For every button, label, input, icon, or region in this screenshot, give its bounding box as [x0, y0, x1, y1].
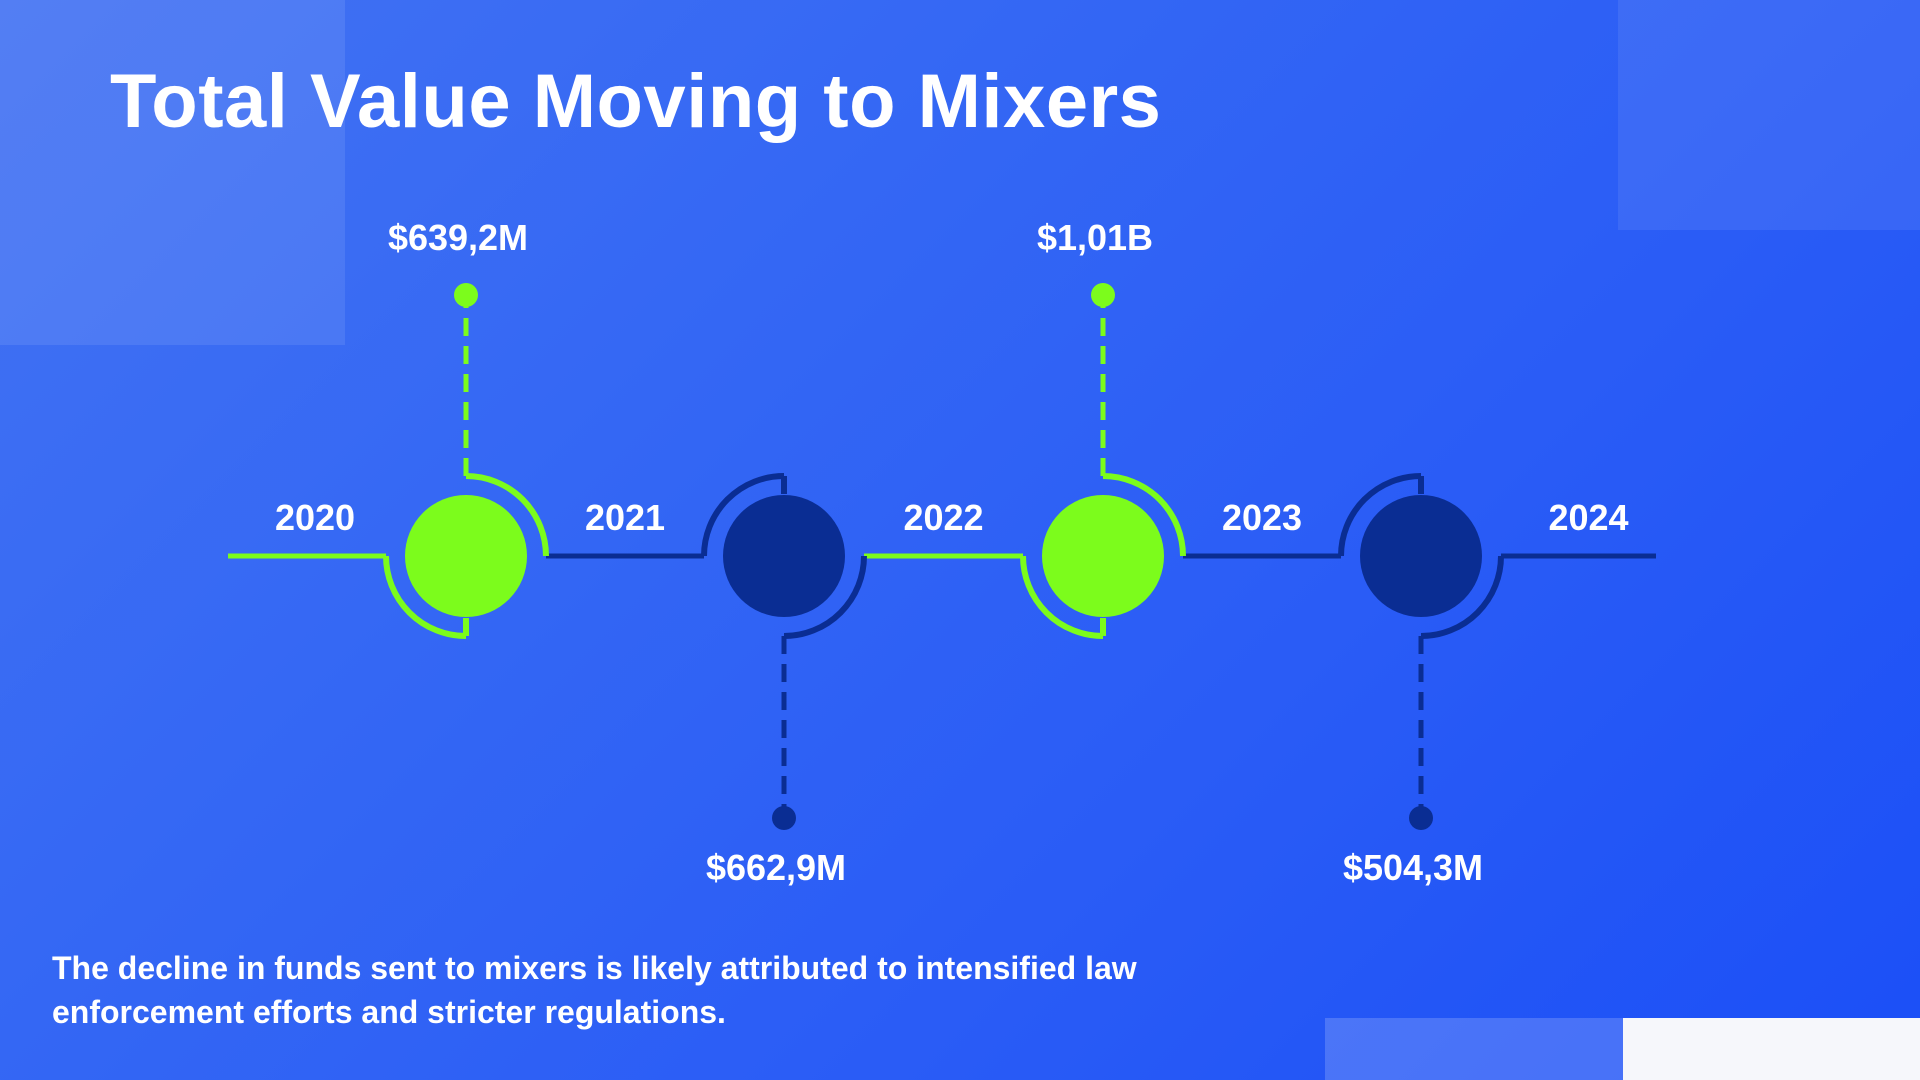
timeline-bracket-1 [383, 473, 549, 639]
timeline-stem-dot-2 [772, 806, 796, 830]
timeline-bracket-4 [1338, 473, 1504, 639]
timeline-node-4 [1360, 495, 1482, 617]
background-panel-top-right [1618, 0, 1920, 230]
timeline-stem-dot-1 [454, 283, 478, 307]
background-panel-bottom-right-blue [1325, 1018, 1625, 1080]
timeline-bracket-3 [1020, 473, 1186, 639]
background-panel-top-left [0, 0, 345, 345]
background-panel-bottom-right-white [1623, 1018, 1920, 1080]
year-label-2024: 2024 [1548, 497, 1628, 538]
timeline-node-2 [723, 495, 845, 617]
year-label-2023: 2023 [1222, 497, 1302, 538]
value-label-2: $662,9M [706, 847, 846, 888]
timeline-node-3 [1042, 495, 1164, 617]
value-label-1: $639,2M [388, 217, 528, 258]
timeline-year-labels: 2020 2021 2022 2023 2024 [275, 497, 1629, 538]
year-label-2022: 2022 [903, 497, 983, 538]
year-label-2020: 2020 [275, 497, 355, 538]
year-label-2021: 2021 [585, 497, 665, 538]
timeline-bracket-2 [701, 473, 867, 639]
timeline-value-labels: $639,2M $662,9M $1,01B $504,3M [388, 217, 1483, 888]
timeline-stem-dot-4 [1409, 806, 1433, 830]
value-label-3: $1,01B [1037, 217, 1153, 258]
page-title: Total Value Moving to Mixers [110, 59, 1162, 144]
timeline-node-1 [405, 495, 527, 617]
timeline-nodes [405, 495, 1482, 617]
value-label-4: $504,3M [1343, 847, 1483, 888]
timeline-stems [454, 283, 1433, 830]
timeline-brackets [383, 473, 1504, 639]
caption-text: The decline in funds sent to mixers is l… [52, 950, 1137, 1030]
timeline-stem-dot-3 [1091, 283, 1115, 307]
